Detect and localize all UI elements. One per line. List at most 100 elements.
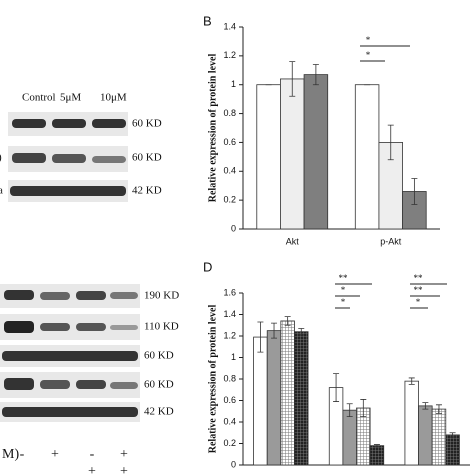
x-tick-label: p-Akt: [380, 236, 402, 246]
kd-label: 60 KD: [132, 152, 162, 164]
bar: [431, 408, 447, 466]
x-tick-label: Akt: [286, 236, 300, 246]
kd-label: 42 KD: [132, 185, 162, 197]
kd-label: 110 KD: [144, 321, 179, 333]
y-tick-label: 0.2: [223, 438, 236, 448]
band: [4, 290, 34, 300]
error-bar: [449, 432, 456, 438]
band: [40, 323, 70, 331]
y-tick-label: 0.8: [223, 373, 236, 383]
panel-label: D: [203, 259, 212, 274]
significance-mark: **: [414, 285, 424, 295]
edge-label: a: [0, 185, 3, 197]
band: [52, 154, 86, 163]
panel-label: B: [203, 13, 212, 28]
y-tick-label: 0: [231, 223, 236, 233]
y-axis-label: Relative expression of protein level: [207, 54, 218, 203]
bar: [294, 331, 309, 466]
error-bar: [387, 124, 394, 161]
error-bar: [289, 61, 296, 97]
error-bar: [333, 373, 340, 402]
kd-label: 60 KD: [132, 118, 162, 130]
treatment-sign: -: [20, 447, 25, 462]
significance-mark: **: [339, 273, 349, 283]
band: [110, 292, 138, 299]
y-tick-label: 0: [231, 459, 236, 469]
band: [40, 380, 70, 389]
y-tick-label: 1.6: [223, 287, 236, 297]
bar: [280, 78, 305, 230]
error-bar: [435, 404, 442, 414]
band: [4, 321, 34, 333]
blot-top: [8, 112, 128, 202]
error-bar: [312, 64, 319, 86]
band: [76, 291, 106, 300]
y-tick-label: 1.2: [223, 50, 236, 60]
error-bar: [408, 377, 415, 385]
treatment-sign: +: [51, 447, 59, 462]
y-tick-label: 1.4: [223, 309, 236, 319]
y-tick-label: 0.8: [223, 108, 236, 118]
significance-mark: *: [416, 297, 421, 307]
kd-label: 60 KD: [144, 350, 174, 362]
bar: [303, 74, 329, 230]
edge-label: ): [0, 152, 2, 164]
y-tick-label: 0.2: [223, 195, 236, 205]
bar: [253, 336, 268, 466]
treatment-sign: +: [120, 447, 128, 462]
significance-mark: *: [341, 297, 346, 307]
treatment-sign: -: [90, 447, 95, 462]
error-bar: [346, 403, 353, 418]
y-tick-label: 1: [231, 352, 236, 362]
band: [12, 153, 46, 163]
treatment-sign: M): [2, 447, 19, 462]
band: [110, 325, 138, 330]
bar: [280, 320, 295, 466]
y-tick-label: 0.4: [223, 416, 236, 426]
kd-label: 190 KD: [144, 290, 179, 302]
y-tick-label: 0.6: [223, 137, 236, 147]
y-tick-label: 1: [231, 79, 236, 89]
bar: [418, 405, 433, 466]
y-tick-label: 0.4: [223, 166, 236, 176]
band: [2, 351, 138, 361]
band: [40, 292, 70, 300]
bar: [369, 445, 385, 466]
lane-label: Control: [22, 92, 56, 104]
kd-label: 60 KD: [144, 379, 174, 391]
bar: [266, 330, 282, 466]
significance-mark: **: [414, 273, 424, 283]
band: [76, 323, 106, 331]
lane-label: 5μM: [60, 92, 81, 104]
bar: [256, 84, 281, 230]
bar: [342, 409, 357, 466]
treatment-sign: +: [120, 464, 128, 474]
band: [52, 119, 86, 128]
y-axis-label: Relative expression of protein level: [207, 305, 218, 454]
bar: [354, 84, 380, 230]
band: [110, 382, 138, 389]
error-bar: [422, 402, 429, 410]
band: [92, 119, 126, 128]
error-bar: [298, 328, 305, 336]
kd-label: 42 KD: [144, 406, 174, 418]
error-bar: [271, 322, 278, 339]
significance-mark: *: [366, 35, 371, 45]
treatment-sign: +: [88, 464, 96, 474]
band: [76, 380, 106, 389]
lane-label: 10μM: [100, 92, 127, 104]
error-bar: [284, 316, 291, 326]
y-tick-label: 1.4: [223, 21, 236, 31]
bar: [445, 434, 460, 466]
significance-mark: *: [366, 50, 371, 60]
y-tick-label: 0.6: [223, 395, 236, 405]
band: [92, 156, 126, 163]
blot-bottom: [0, 284, 140, 422]
significance-mark: *: [341, 285, 346, 295]
bar: [404, 380, 419, 466]
error-bar: [411, 178, 418, 205]
band: [12, 119, 46, 128]
y-tick-label: 1.2: [223, 330, 236, 340]
band: [4, 378, 34, 390]
